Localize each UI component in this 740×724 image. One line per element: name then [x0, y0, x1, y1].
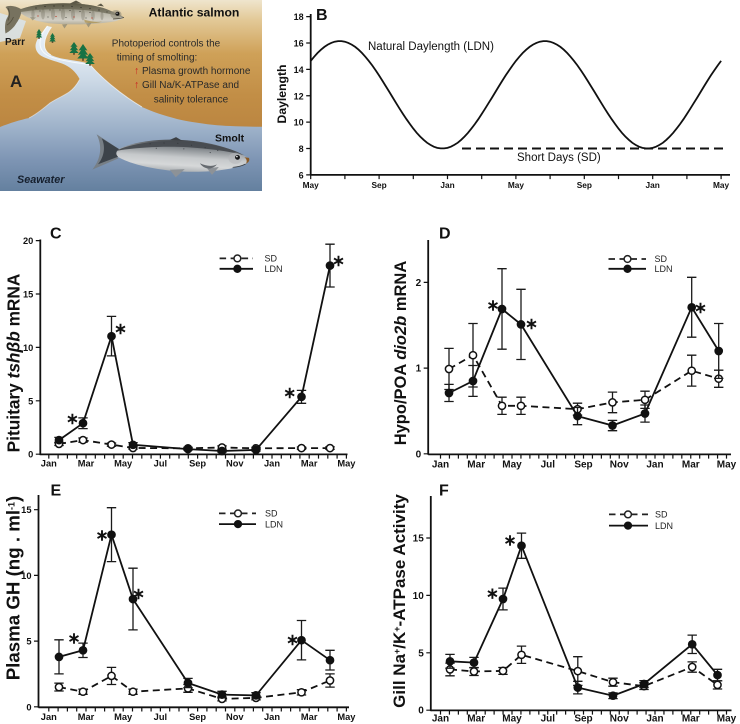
svg-text:May: May: [303, 180, 320, 190]
svg-text:Photoperiod controls the: Photoperiod controls the: [112, 39, 221, 50]
svg-text:Seawater: Seawater: [17, 174, 65, 186]
svg-text:6: 6: [299, 170, 304, 180]
svg-text:5: 5: [28, 396, 33, 406]
svg-text:SD: SD: [265, 254, 278, 264]
svg-text:Jan: Jan: [646, 180, 660, 190]
svg-text:Gill Na+/K+-ATPase Activity: Gill Na+/K+-ATPase Activity: [390, 494, 409, 708]
svg-text:5: 5: [26, 637, 31, 647]
svg-text:Sep: Sep: [577, 180, 592, 190]
svg-text:15: 15: [21, 505, 31, 515]
svg-text:12: 12: [294, 91, 304, 101]
svg-text:5: 5: [418, 648, 424, 659]
svg-text:May: May: [508, 180, 525, 190]
svg-text:Sep: Sep: [371, 180, 386, 190]
svg-text:salinity tolerance: salinity tolerance: [154, 95, 229, 106]
svg-text:C: C: [50, 226, 62, 243]
svg-text:8: 8: [299, 144, 304, 154]
svg-text:SD: SD: [655, 254, 668, 264]
svg-text:Jan: Jan: [264, 712, 280, 722]
svg-text:15: 15: [413, 534, 425, 545]
svg-text:May: May: [713, 180, 730, 190]
svg-text:1: 1: [416, 364, 422, 375]
svg-text:May: May: [337, 459, 356, 469]
svg-text:May: May: [337, 712, 356, 722]
svg-text:Sep: Sep: [189, 712, 206, 722]
svg-text:10: 10: [413, 591, 425, 602]
svg-text:15: 15: [23, 290, 33, 300]
svg-text:Jan: Jan: [41, 712, 57, 722]
svg-text:E: E: [51, 483, 62, 500]
svg-text:Pituitary tshβb mRNA: Pituitary tshβb mRNA: [4, 273, 24, 452]
svg-text:Jan: Jan: [432, 714, 449, 724]
svg-text:Jan: Jan: [646, 714, 663, 724]
svg-text:timing of smolting:: timing of smolting:: [117, 53, 198, 64]
svg-text:Daylength: Daylength: [275, 65, 289, 124]
svg-text:May: May: [717, 460, 737, 471]
svg-text:Mar: Mar: [682, 460, 700, 471]
svg-text:0: 0: [28, 450, 33, 460]
svg-text:Mar: Mar: [467, 714, 485, 724]
svg-text:LDN: LDN: [265, 519, 283, 529]
svg-text:Smolt: Smolt: [215, 133, 245, 145]
svg-text:Nov: Nov: [610, 460, 629, 471]
svg-text:Gill Na/K-ATPase and: Gill Na/K-ATPase and: [142, 80, 239, 91]
svg-text:0: 0: [416, 449, 422, 460]
svg-text:May: May: [717, 714, 737, 724]
svg-text:16: 16: [294, 39, 304, 49]
svg-text:10: 10: [294, 118, 304, 128]
svg-text:Mar: Mar: [301, 459, 318, 469]
svg-text:Short Days (SD): Short Days (SD): [517, 152, 601, 164]
svg-text:F: F: [439, 483, 449, 500]
svg-text:Sep: Sep: [574, 460, 592, 471]
svg-text:Jan: Jan: [440, 180, 454, 190]
svg-text:0: 0: [26, 702, 31, 712]
svg-text:Nov: Nov: [610, 714, 629, 724]
svg-text:Sep: Sep: [574, 714, 592, 724]
svg-text:0: 0: [418, 706, 424, 717]
svg-text:18: 18: [294, 12, 304, 22]
svg-text:Hypo/POA dio2b mRNA: Hypo/POA dio2b mRNA: [392, 261, 410, 446]
svg-text:Mar: Mar: [682, 714, 700, 724]
svg-text:10: 10: [23, 343, 33, 353]
svg-text:Nov: Nov: [226, 712, 244, 722]
svg-text:A: A: [10, 72, 22, 91]
svg-text:↑: ↑: [134, 65, 139, 77]
svg-text:10: 10: [21, 571, 31, 581]
svg-text:May: May: [502, 460, 522, 471]
svg-text:Jan: Jan: [41, 459, 57, 469]
svg-text:May: May: [114, 712, 133, 722]
svg-text:Jul: Jul: [541, 714, 556, 724]
svg-text:Natural Daylength (LDN): Natural Daylength (LDN): [368, 41, 494, 53]
svg-text:SD: SD: [655, 510, 668, 520]
svg-text:Mar: Mar: [301, 712, 318, 722]
svg-text:Mar: Mar: [78, 712, 95, 722]
svg-text:Mar: Mar: [78, 459, 95, 469]
svg-text:14: 14: [294, 65, 304, 75]
svg-text:Jul: Jul: [154, 712, 167, 722]
svg-text:May: May: [502, 714, 522, 724]
svg-text:Sep: Sep: [189, 459, 206, 469]
svg-text:LDN: LDN: [655, 521, 673, 531]
svg-text:Jan: Jan: [432, 460, 449, 471]
svg-text:LDN: LDN: [655, 264, 673, 274]
svg-text:SD: SD: [265, 509, 278, 519]
svg-text:Plasma growth hormone: Plasma growth hormone: [142, 66, 251, 77]
svg-text:↑: ↑: [134, 79, 139, 91]
svg-text:20: 20: [23, 236, 33, 246]
svg-text:LDN: LDN: [265, 264, 283, 274]
svg-text:Mar: Mar: [467, 460, 485, 471]
svg-text:Jul: Jul: [541, 460, 556, 471]
svg-text:D: D: [439, 226, 451, 243]
svg-text:Jul: Jul: [154, 459, 167, 469]
svg-text:B: B: [316, 7, 328, 24]
svg-text:Jan: Jan: [646, 460, 663, 471]
svg-text:Plasma GH (ng . ml-1): Plasma GH (ng . ml-1): [3, 496, 24, 681]
svg-text:Nov: Nov: [226, 459, 244, 469]
svg-text:Jan: Jan: [264, 459, 280, 469]
svg-text:Parr: Parr: [5, 37, 25, 48]
svg-text:May: May: [114, 459, 133, 469]
svg-text:Atlantic salmon: Atlantic salmon: [149, 6, 240, 20]
svg-text:2: 2: [416, 278, 422, 289]
